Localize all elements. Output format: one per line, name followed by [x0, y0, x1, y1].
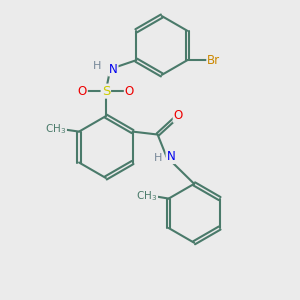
Text: Br: Br [207, 54, 220, 67]
Text: CH$_3$: CH$_3$ [136, 189, 157, 202]
Text: N: N [109, 62, 118, 76]
Text: O: O [174, 109, 183, 122]
Text: N: N [167, 150, 175, 163]
Text: O: O [125, 85, 134, 98]
Text: H: H [153, 153, 162, 163]
Text: O: O [78, 85, 87, 98]
Text: H: H [93, 61, 101, 71]
Text: S: S [102, 85, 110, 98]
Text: CH$_3$: CH$_3$ [45, 122, 66, 136]
